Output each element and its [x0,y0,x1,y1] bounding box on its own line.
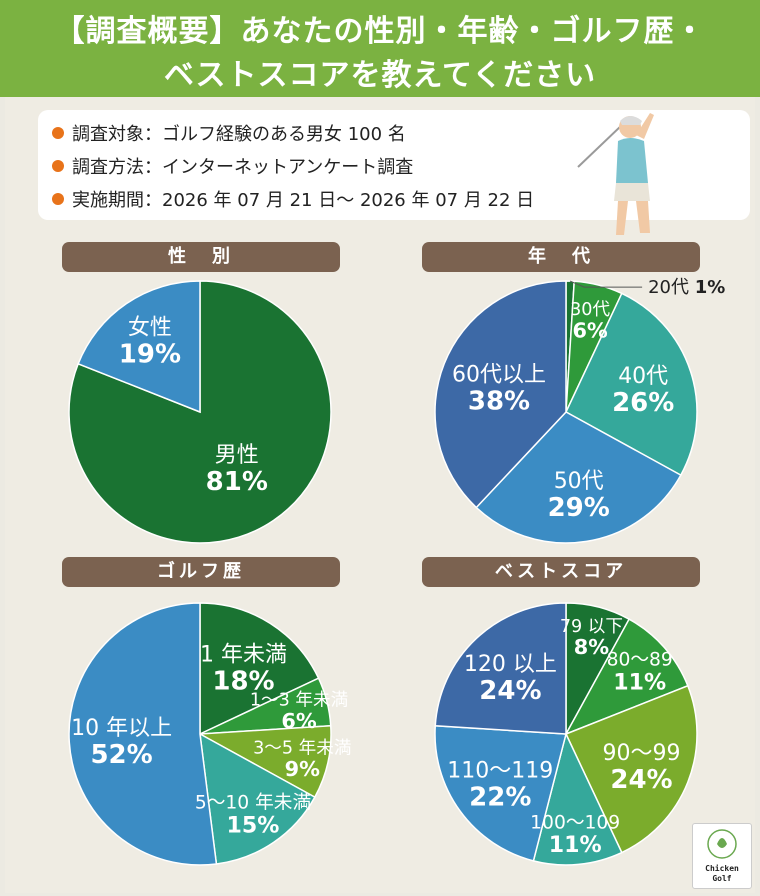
pie-1-label-0: 20代 1% [648,277,725,298]
pie-2-value-0: 18% [212,666,274,696]
title-line-2: ベストスコアを教えてください [163,58,597,93]
pie-2-slice-3 [199,732,316,865]
pie-1-value-4: 38% [468,387,530,417]
pie-1-value-1: 6% [572,318,607,342]
pie-2-label-0: 1 年未満 [200,642,287,667]
logo-text-1: Chicken [705,864,739,873]
pie-2-label-3: 5～10 年未満 [195,793,311,814]
title-banner: 【調査概要】あなたの性別・年齢・ゴルフ歴・ ベストスコアを教えてください [0,0,760,97]
pie-1-label-2: 40代 [618,364,668,389]
pie-2-label-4: 10 年以上 [71,716,172,741]
pie-0-label-1: 女性 [128,315,172,340]
gender-section-label: 性 別 [62,242,340,272]
logo-text-2: Golf [712,874,732,883]
survey-method-row: 調査方法：インターネットアンケート調査 [52,153,413,179]
best-score-section-label: ベストスコア [422,557,700,587]
pie-3-label-1: 80～89 [607,650,673,671]
pie-2-slice-0 [199,602,320,736]
title-line-1: 【調査概要】あなたの性別・年齢・ゴルフ歴・ [54,14,706,49]
bullet-icon [52,127,64,139]
survey-period: 実施期間：2026 年 07 月 21 日～ 2026 年 07 月 22 日 [72,190,535,211]
logo: Chicken Golf [692,823,752,889]
bullet-icon [52,160,64,172]
pie-0-value-0: 81% [206,467,268,497]
pie-3-slice-1 [564,618,689,736]
pie-0-value-1: 19% [119,339,181,369]
pie-3-slice-5 [434,602,567,735]
pie-2-value-1: 6% [281,709,316,733]
pie-3-value-1: 11% [613,669,666,695]
pie-2-slice-4 [68,602,218,866]
pie-3-slice-2 [564,684,698,854]
pie-1-label-4: 60代以上 [452,363,546,388]
bullet-icon [52,193,64,205]
pie-1-label-3: 50代 [554,469,604,494]
pie-1-value-3: 29% [548,493,610,523]
pie-3-value-0: 8% [574,635,609,659]
pie-3-value-3: 11% [549,832,602,858]
pie-2-value-3: 15% [227,812,280,838]
golf-history-section-label: ゴルフ歴 [62,557,340,587]
pie-0-slice-0 [68,280,332,544]
pie-2-label-2: 3～5 年未満 [253,739,351,759]
pie-3-label-5: 120 以上 [464,652,557,677]
pie-1-value-0: 1% [695,277,726,298]
pie-0-slice-1 [77,280,201,414]
chicken-logo-icon [707,829,737,859]
pie-1-label-1: 30代 [570,300,610,320]
pie-2-label-1: 1～3 年未満 [250,690,348,710]
pie-1-slice-3 [475,411,682,544]
pie-1-slice-4 [434,280,567,509]
pie-3-label-4: 110～119 [447,759,553,784]
pie-1-callout-0 [569,280,643,288]
pie-3-value-5: 24% [479,676,541,706]
survey-period-row: 実施期間：2026 年 07 月 21 日～ 2026 年 07 月 22 日 [52,186,534,212]
pie-0-label-0: 男性 [215,443,259,468]
pie-3-label-3: 100～109 [530,812,620,833]
pie-3-label-2: 90～99 [603,741,681,766]
survey-info-box: 調査対象：ゴルフ経験のある男女 100 名 調査方法：インターネットアンケート調… [38,110,750,220]
golfer-illustration-icon [577,113,654,235]
pie-3-slice-4 [434,724,567,862]
pie-1-value-2: 26% [612,388,674,418]
pie-2-value-2: 9% [285,757,320,781]
survey-target-row: 調査対象：ゴルフ経験のある男女 100 名 [52,120,406,146]
survey-target: 調査対象：ゴルフ経験のある男女 100 名 [72,124,406,145]
pie-3-slice-3 [532,731,623,866]
pie-2-value-4: 52% [90,740,152,770]
age-section-label: 年 代 [422,242,700,272]
pie-3-label-0: 79 以下 [560,617,623,637]
pie-3-value-2: 24% [610,765,672,795]
survey-method: 調査方法：インターネットアンケート調査 [72,157,414,178]
pie-3-value-4: 22% [469,783,531,813]
